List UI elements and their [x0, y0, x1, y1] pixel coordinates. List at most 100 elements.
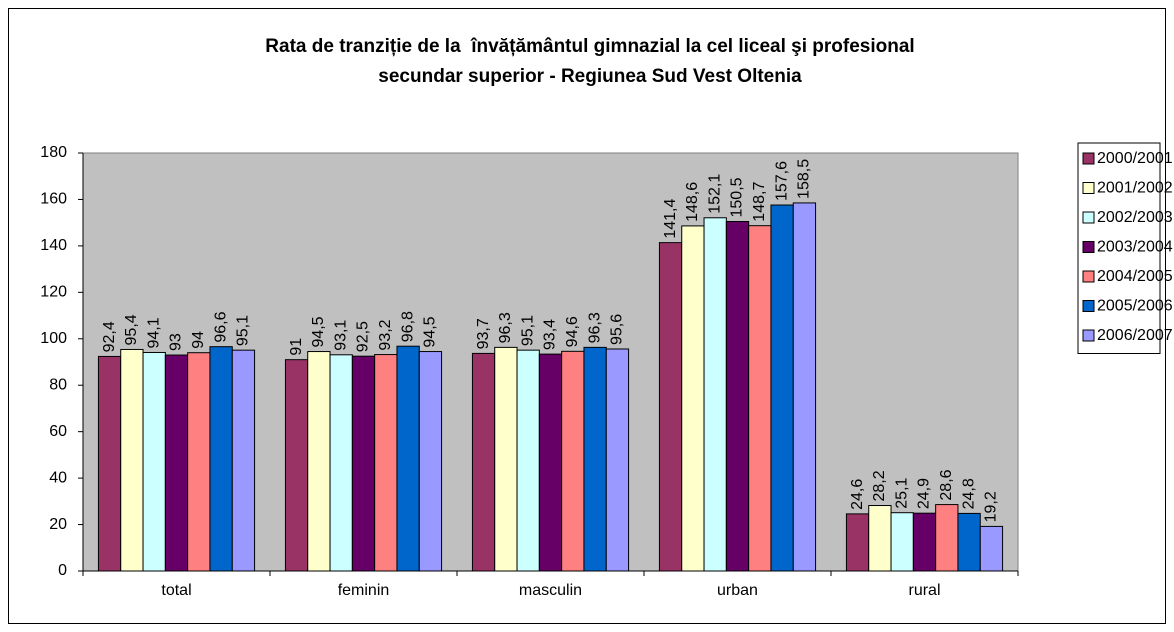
bar: [231, 349, 256, 572]
data-label: 96,3: [586, 312, 603, 343]
bar: [845, 513, 870, 572]
data-label: 19,2: [983, 491, 1000, 522]
data-label: 141,4: [662, 198, 679, 238]
data-label: 95,4: [123, 314, 140, 345]
data-label: 25,1: [893, 477, 910, 508]
legend-swatch: [1082, 182, 1095, 194]
legend-label: 2003/2004: [1097, 239, 1173, 256]
data-label: 94: [190, 331, 207, 349]
data-label: 95,6: [609, 314, 626, 345]
bar: [209, 346, 233, 572]
y-tick-label: 80: [49, 376, 67, 393]
y-tick-label: 120: [40, 284, 67, 301]
data-label: 95,1: [519, 315, 536, 346]
data-label: 93,1: [332, 320, 349, 351]
data-label: 24,9: [916, 478, 933, 509]
x-tick-label: total: [161, 582, 191, 599]
data-label: 93,7: [475, 318, 492, 349]
legend-label: 2001/2002: [1097, 180, 1173, 197]
data-label: 92,4: [101, 321, 118, 352]
bar: [374, 354, 398, 572]
bar: [120, 348, 144, 572]
y-tick-label: 0: [58, 562, 67, 579]
data-label: 96,8: [399, 311, 416, 342]
bar: [97, 355, 122, 572]
bar: [187, 352, 211, 572]
bar: [164, 354, 189, 572]
bar: [979, 525, 1004, 572]
legend-swatch: [1082, 300, 1095, 312]
bar: [725, 221, 750, 572]
data-label: 92,5: [355, 321, 372, 352]
legend-label: 2006/2007: [1097, 327, 1173, 344]
legend-swatch: [1082, 270, 1095, 283]
y-tick-label: 40: [49, 469, 67, 486]
bar: [770, 204, 794, 572]
bar: [494, 346, 518, 572]
y-tick-label: 20: [49, 516, 67, 533]
data-label: 95,1: [235, 315, 252, 346]
x-tick-label: masculin: [519, 582, 582, 599]
bar: [935, 504, 959, 572]
x-tick-label: rural: [908, 582, 940, 599]
bar: [351, 355, 376, 572]
bar: [284, 359, 309, 572]
data-label: 28,6: [938, 469, 955, 500]
data-label: 93: [168, 333, 185, 351]
data-label: 91: [288, 338, 305, 356]
y-tick-label: 100: [40, 330, 67, 347]
bar: [605, 348, 630, 572]
data-label: 157,6: [773, 161, 790, 201]
x-tick-label: urban: [717, 582, 758, 599]
data-label: 148,6: [684, 182, 701, 222]
data-label: 24,8: [960, 478, 977, 509]
y-tick-label: 180: [40, 144, 67, 161]
bar: [792, 202, 817, 572]
y-tick-label: 60: [49, 423, 67, 440]
chart-title: secundar superior - Regiunea Sud Vest Ol…: [378, 66, 802, 87]
data-label: 94,6: [564, 316, 581, 347]
data-label: 152,1: [706, 174, 723, 214]
data-label: 94,5: [422, 316, 439, 347]
chart-title: Rata de tranziție de la învățământul gim…: [265, 36, 914, 57]
bar: [748, 225, 772, 572]
legend-swatch: [1082, 211, 1095, 224]
bar: [890, 512, 914, 572]
data-label: 94,1: [145, 317, 162, 348]
bar: [912, 512, 937, 572]
data-label: 96,6: [212, 311, 229, 342]
bar: [658, 242, 683, 572]
legend-label: 2002/2003: [1097, 209, 1173, 226]
bar: [868, 505, 892, 572]
data-label: 158,5: [796, 159, 813, 199]
data-label: 28,2: [871, 470, 888, 501]
legend-label: 2004/2005: [1097, 268, 1173, 285]
data-label: 148,7: [751, 182, 768, 222]
bar: [703, 217, 727, 572]
legend-swatch: [1082, 329, 1095, 342]
legend-label: 2005/2006: [1097, 298, 1173, 315]
bar: [329, 354, 353, 572]
bar: [396, 345, 420, 572]
data-label: 96,3: [497, 312, 514, 343]
legend-label: 2000/2001: [1097, 150, 1173, 167]
data-label: 24,6: [849, 479, 866, 510]
y-tick-label: 160: [40, 191, 67, 208]
data-label: 150,5: [729, 177, 746, 217]
bar: [418, 351, 443, 572]
bar: [957, 512, 981, 572]
legend-swatch: [1082, 241, 1095, 253]
bar: [142, 351, 166, 572]
bar: [471, 352, 496, 572]
legend-swatch: [1082, 152, 1095, 165]
y-tick-label: 140: [40, 237, 67, 254]
data-label: 94,5: [310, 316, 327, 347]
x-tick-label: feminin: [338, 582, 390, 599]
data-label: 93,4: [542, 319, 559, 350]
bar: [681, 225, 705, 572]
bar: [516, 349, 540, 572]
bar: [538, 353, 563, 572]
bar: [561, 350, 585, 572]
data-label: 93,2: [377, 319, 394, 350]
